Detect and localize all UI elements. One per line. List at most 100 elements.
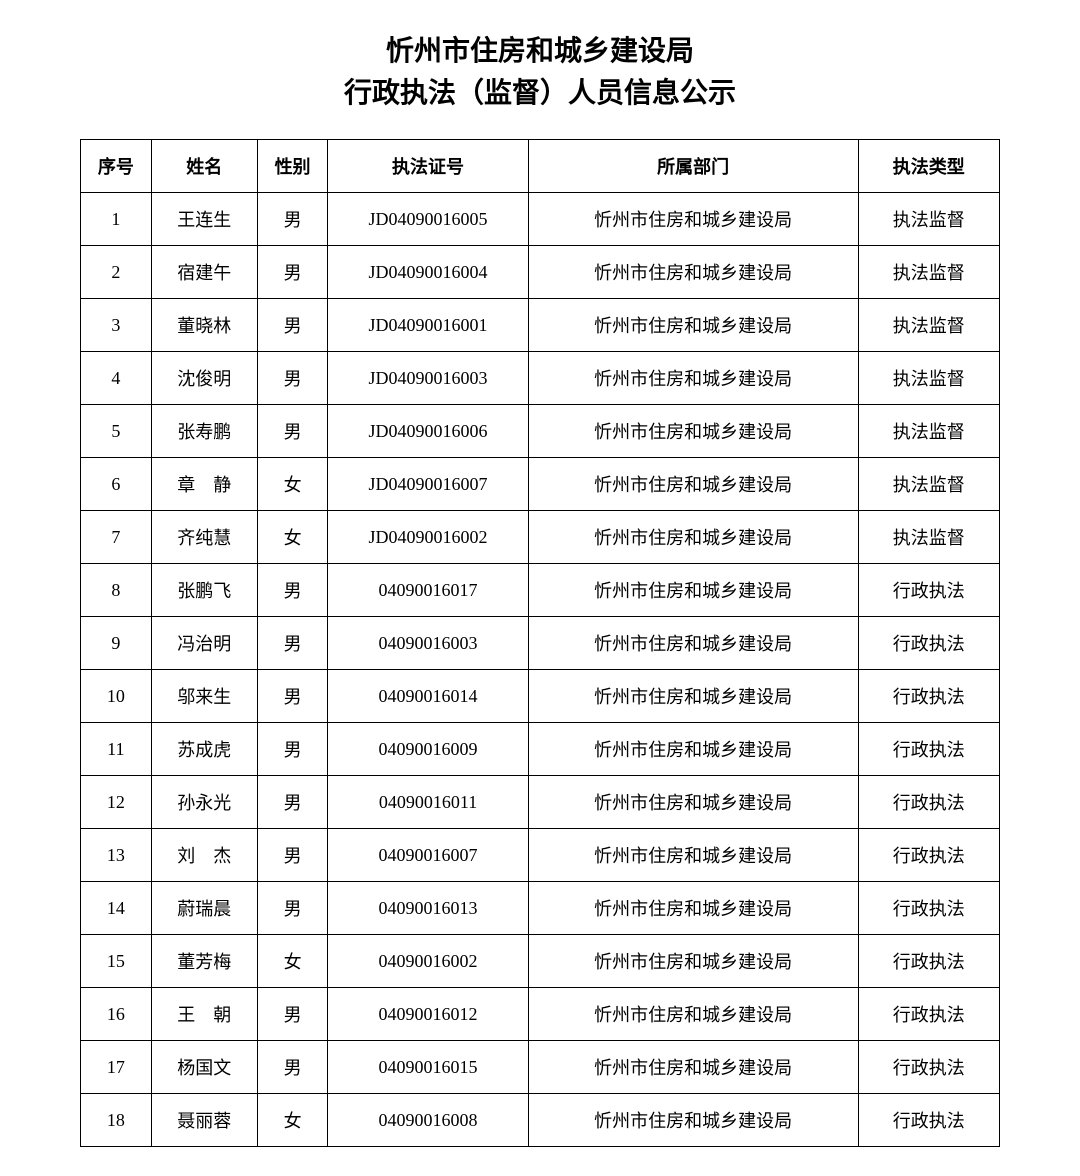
- table-cell: 董芳梅: [151, 935, 257, 988]
- table-row: 15董芳梅女04090016002忻州市住房和城乡建设局行政执法: [81, 935, 1000, 988]
- table-cell: 邬来生: [151, 670, 257, 723]
- table-cell: 刘 杰: [151, 829, 257, 882]
- table-row: 11苏成虎男04090016009忻州市住房和城乡建设局行政执法: [81, 723, 1000, 776]
- table-row: 5张寿鹏男JD04090016006忻州市住房和城乡建设局执法监督: [81, 405, 1000, 458]
- table-cell: 沈俊明: [151, 352, 257, 405]
- table-cell: 王连生: [151, 193, 257, 246]
- table-cell: 2: [81, 246, 152, 299]
- table-cell: 忻州市住房和城乡建设局: [528, 246, 858, 299]
- table-cell: 04090016003: [328, 617, 528, 670]
- table-cell: 男: [257, 670, 328, 723]
- table-cell: 15: [81, 935, 152, 988]
- table-row: 14蔚瑞晨男04090016013忻州市住房和城乡建设局行政执法: [81, 882, 1000, 935]
- table-cell: 行政执法: [858, 670, 999, 723]
- table-cell: 行政执法: [858, 988, 999, 1041]
- table-cell: 章 静: [151, 458, 257, 511]
- table-cell: 宿建午: [151, 246, 257, 299]
- table-cell: 冯治明: [151, 617, 257, 670]
- table-cell: 忻州市住房和城乡建设局: [528, 1041, 858, 1094]
- table-cell: 忻州市住房和城乡建设局: [528, 829, 858, 882]
- title-line-2: 行政执法（监督）人员信息公示: [80, 72, 1000, 114]
- table-cell: 聂丽蓉: [151, 1094, 257, 1147]
- table-cell: 04090016002: [328, 935, 528, 988]
- table-cell: 张鹏飞: [151, 564, 257, 617]
- table-body: 1王连生男JD04090016005忻州市住房和城乡建设局执法监督2宿建午男JD…: [81, 193, 1000, 1147]
- table-cell: 忻州市住房和城乡建设局: [528, 193, 858, 246]
- table-cell: 忻州市住房和城乡建设局: [528, 564, 858, 617]
- header-gender: 性别: [257, 140, 328, 193]
- table-cell: 男: [257, 246, 328, 299]
- table-cell: 04090016011: [328, 776, 528, 829]
- table-header-row: 序号 姓名 性别 执法证号 所属部门 执法类型: [81, 140, 1000, 193]
- table-cell: 12: [81, 776, 152, 829]
- table-cell: 执法监督: [858, 405, 999, 458]
- table-cell: 16: [81, 988, 152, 1041]
- document-title: 忻州市住房和城乡建设局 行政执法（监督）人员信息公示: [80, 30, 1000, 114]
- personnel-table: 序号 姓名 性别 执法证号 所属部门 执法类型 1王连生男JD040900160…: [80, 139, 1000, 1147]
- table-cell: 男: [257, 352, 328, 405]
- table-cell: JD04090016007: [328, 458, 528, 511]
- table-cell: 男: [257, 776, 328, 829]
- table-cell: 忻州市住房和城乡建设局: [528, 988, 858, 1041]
- table-cell: 9: [81, 617, 152, 670]
- table-cell: 女: [257, 1094, 328, 1147]
- table-row: 10邬来生男04090016014忻州市住房和城乡建设局行政执法: [81, 670, 1000, 723]
- table-cell: 行政执法: [858, 829, 999, 882]
- table-cell: 齐纯慧: [151, 511, 257, 564]
- table-cell: 行政执法: [858, 1094, 999, 1147]
- table-row: 2宿建午男JD04090016004忻州市住房和城乡建设局执法监督: [81, 246, 1000, 299]
- table-cell: 04090016013: [328, 882, 528, 935]
- table-cell: 04090016012: [328, 988, 528, 1041]
- table-cell: 10: [81, 670, 152, 723]
- table-cell: 执法监督: [858, 458, 999, 511]
- table-row: 1王连生男JD04090016005忻州市住房和城乡建设局执法监督: [81, 193, 1000, 246]
- table-cell: 男: [257, 1041, 328, 1094]
- table-cell: 董晓林: [151, 299, 257, 352]
- table-cell: 忻州市住房和城乡建设局: [528, 882, 858, 935]
- table-cell: 忻州市住房和城乡建设局: [528, 511, 858, 564]
- table-cell: 男: [257, 829, 328, 882]
- table-cell: 杨国文: [151, 1041, 257, 1094]
- table-cell: 女: [257, 458, 328, 511]
- table-cell: 04090016007: [328, 829, 528, 882]
- table-cell: 女: [257, 935, 328, 988]
- table-cell: 行政执法: [858, 723, 999, 776]
- table-cell: 忻州市住房和城乡建设局: [528, 352, 858, 405]
- table-cell: 5: [81, 405, 152, 458]
- table-cell: 04090016008: [328, 1094, 528, 1147]
- table-cell: 男: [257, 723, 328, 776]
- header-seq: 序号: [81, 140, 152, 193]
- table-cell: 4: [81, 352, 152, 405]
- table-row: 18聂丽蓉女04090016008忻州市住房和城乡建设局行政执法: [81, 1094, 1000, 1147]
- table-cell: 忻州市住房和城乡建设局: [528, 405, 858, 458]
- table-cell: 行政执法: [858, 1041, 999, 1094]
- table-cell: 男: [257, 193, 328, 246]
- header-dept: 所属部门: [528, 140, 858, 193]
- table-cell: 忻州市住房和城乡建设局: [528, 723, 858, 776]
- table-row: 7齐纯慧女JD04090016002忻州市住房和城乡建设局执法监督: [81, 511, 1000, 564]
- header-cert: 执法证号: [328, 140, 528, 193]
- table-row: 12孙永光男04090016011忻州市住房和城乡建设局行政执法: [81, 776, 1000, 829]
- table-cell: 18: [81, 1094, 152, 1147]
- table-cell: 04090016015: [328, 1041, 528, 1094]
- table-cell: JD04090016004: [328, 246, 528, 299]
- table-cell: 男: [257, 405, 328, 458]
- table-cell: 6: [81, 458, 152, 511]
- table-cell: 17: [81, 1041, 152, 1094]
- table-cell: 男: [257, 882, 328, 935]
- table-cell: 行政执法: [858, 617, 999, 670]
- table-cell: 女: [257, 511, 328, 564]
- table-row: 16王 朝男04090016012忻州市住房和城乡建设局行政执法: [81, 988, 1000, 1041]
- table-cell: 忻州市住房和城乡建设局: [528, 617, 858, 670]
- table-cell: 忻州市住房和城乡建设局: [528, 1094, 858, 1147]
- table-row: 4沈俊明男JD04090016003忻州市住房和城乡建设局执法监督: [81, 352, 1000, 405]
- table-cell: JD04090016001: [328, 299, 528, 352]
- table-cell: 13: [81, 829, 152, 882]
- table-cell: 张寿鹏: [151, 405, 257, 458]
- table-cell: 14: [81, 882, 152, 935]
- table-cell: 7: [81, 511, 152, 564]
- header-name: 姓名: [151, 140, 257, 193]
- table-cell: JD04090016005: [328, 193, 528, 246]
- table-cell: 孙永光: [151, 776, 257, 829]
- table-cell: 男: [257, 988, 328, 1041]
